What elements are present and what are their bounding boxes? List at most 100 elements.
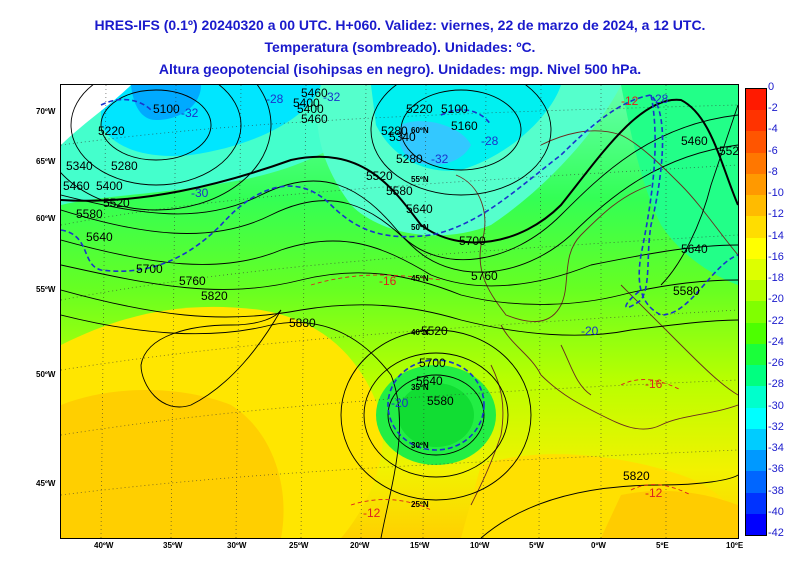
x-axis-label: 10ºW <box>470 541 490 550</box>
gh-label-3: 5340 <box>66 159 93 173</box>
colorbar-segment <box>746 89 766 111</box>
colorbar-label: -32 <box>768 420 784 433</box>
colorbar-label: 0 <box>768 81 775 93</box>
colorbar-label: -22 <box>768 314 784 327</box>
y-axis-label: 60ºW <box>36 214 56 223</box>
lat-label-25n: 25ºN <box>411 500 429 509</box>
colorbar-segment <box>746 280 766 302</box>
colorbar-label: -18 <box>768 272 784 285</box>
colorbar-label: -24 <box>768 335 784 348</box>
colorbar-label: -6 <box>768 144 778 157</box>
y-axis-label: 45ºW <box>36 479 56 488</box>
colorbar-label: -30 <box>768 399 784 412</box>
isotherms-red <box>310 274 692 511</box>
gh-label-20: 5820 <box>623 469 650 483</box>
gh-label-14: 5460 <box>301 112 328 126</box>
x-axis-label: 15ºW <box>410 541 430 550</box>
title-line-2: Temperatura (sombreado). Unidades: ºC. <box>264 39 536 55</box>
colorbar-segment <box>746 301 766 324</box>
colorbar-segment <box>746 237 766 260</box>
colorbar-label: -4 <box>768 123 778 136</box>
x-axis-label: 0ºW <box>591 541 606 550</box>
gh-label-23: 5220 <box>406 102 433 116</box>
t-label-13: -20 <box>581 324 599 338</box>
lat-label-55n: 55ºN <box>411 175 429 184</box>
gh-label-5: 5460 <box>63 179 90 193</box>
colorbar-label: -16 <box>768 250 784 263</box>
colorbar-label: -42 <box>768 527 784 539</box>
colorbar-label: -28 <box>768 378 784 391</box>
colorbar-segment <box>746 492 766 515</box>
gh-label-29: 5460 <box>681 134 708 148</box>
gh-label-7: 5580 <box>76 207 103 221</box>
lat-label-50n: 50ºN <box>411 223 429 232</box>
geopotential-labels: 5100 5220 5280 5340 5400 5460 5520 5580 … <box>63 86 738 483</box>
gh-label-18: 5700 <box>459 234 486 248</box>
inner-latitude-labels: 60ºN 55ºN 50ºN 45ºN 40ºN 35ºN 30ºN 25ºN <box>411 126 429 509</box>
x-axis-label: 40ºW <box>94 541 114 550</box>
colorbar-segment <box>746 110 766 132</box>
x-axis-label: 35ºW <box>163 541 183 550</box>
gh-label-4: 5400 <box>96 179 123 193</box>
colorbar-segment <box>746 131 766 154</box>
gh-label-35: 5340 <box>389 130 416 144</box>
x-axis-label: 20ºW <box>350 541 370 550</box>
gh-label-9: 5700 <box>136 262 163 276</box>
t-label-9: -12 <box>363 506 381 520</box>
temperature-colorbar <box>745 88 767 536</box>
temperature-labels: -28 -32 -32 -28 -32 -30 -16 -20 -16 -12 … <box>181 90 669 520</box>
gh-label-17: 5640 <box>406 202 433 216</box>
map-canvas: 5100 5220 5280 5340 5400 5460 5520 5580 … <box>61 85 738 538</box>
gh-label-12: 5880 <box>289 316 316 330</box>
t-label-3: -28 <box>481 134 499 148</box>
gh-label-11: 5820 <box>201 289 228 303</box>
colorbar-label: -36 <box>768 463 784 476</box>
t-label-4: -32 <box>181 106 199 120</box>
gh-label-8: 5640 <box>86 230 113 244</box>
gh-label-21: 5100 <box>441 102 468 116</box>
cold-region-north-deep <box>398 121 471 165</box>
lat-label-60n: 60ºN <box>411 126 429 135</box>
colorbar-label: -38 <box>768 484 784 497</box>
colorbar-label: -26 <box>768 357 784 370</box>
title-line-3: Altura geopotencial (isohipsas en negro)… <box>158 61 642 77</box>
x-axis-label: 25ºW <box>289 541 309 550</box>
gh-label-19: 5760 <box>471 269 498 283</box>
gh-label-13: 5400 <box>293 96 320 110</box>
gh-label-27: 5580 <box>427 394 454 408</box>
gh-label-16: 5580 <box>386 184 413 198</box>
gh-label-28: 5520 <box>421 324 448 338</box>
gh-label-2: 5280 <box>111 159 138 173</box>
colorbar-segment <box>746 386 766 409</box>
weather-map: 5100 5220 5280 5340 5400 5460 5520 5580 … <box>60 84 739 539</box>
lat-label-30n: 30ºN <box>411 441 429 450</box>
colorbar-label: -2 <box>768 102 778 115</box>
t-label-8: -16 <box>645 377 663 391</box>
gh-label-30: 5640 <box>681 242 708 256</box>
colorbar-segment <box>746 365 766 387</box>
colorbar-segment <box>746 407 766 430</box>
t-label-12: -28 <box>651 92 669 106</box>
colorbar-segment <box>746 428 766 451</box>
colorbar-segment <box>746 152 766 175</box>
colorbar-segment <box>746 258 766 281</box>
gh-label-15: 5520 <box>366 169 393 183</box>
cutoff-low-core <box>398 383 474 447</box>
t-label-2: -32 <box>431 152 449 166</box>
t-label-0: -28 <box>266 92 284 106</box>
t-label-10: -12 <box>645 486 663 500</box>
lat-label-40n: 40ºN <box>411 328 429 337</box>
x-axis-label: 30ºW <box>227 541 247 550</box>
t-label-6: -16 <box>379 274 397 288</box>
colorbar-label: -12 <box>768 208 784 221</box>
t-label-1: -32 <box>323 90 341 104</box>
gh-label-31: 5580 <box>673 284 700 298</box>
colorbar-label: -14 <box>768 229 784 242</box>
colorbar-segment <box>746 322 766 345</box>
isohypses <box>61 85 738 538</box>
x-axis-label: 5ºW <box>529 541 544 550</box>
colorbar-segment <box>746 450 766 472</box>
colorbar-label: -40 <box>768 505 784 518</box>
gh-label-6: 5520 <box>103 196 130 210</box>
x-axis-label: 5ºE <box>656 541 669 550</box>
